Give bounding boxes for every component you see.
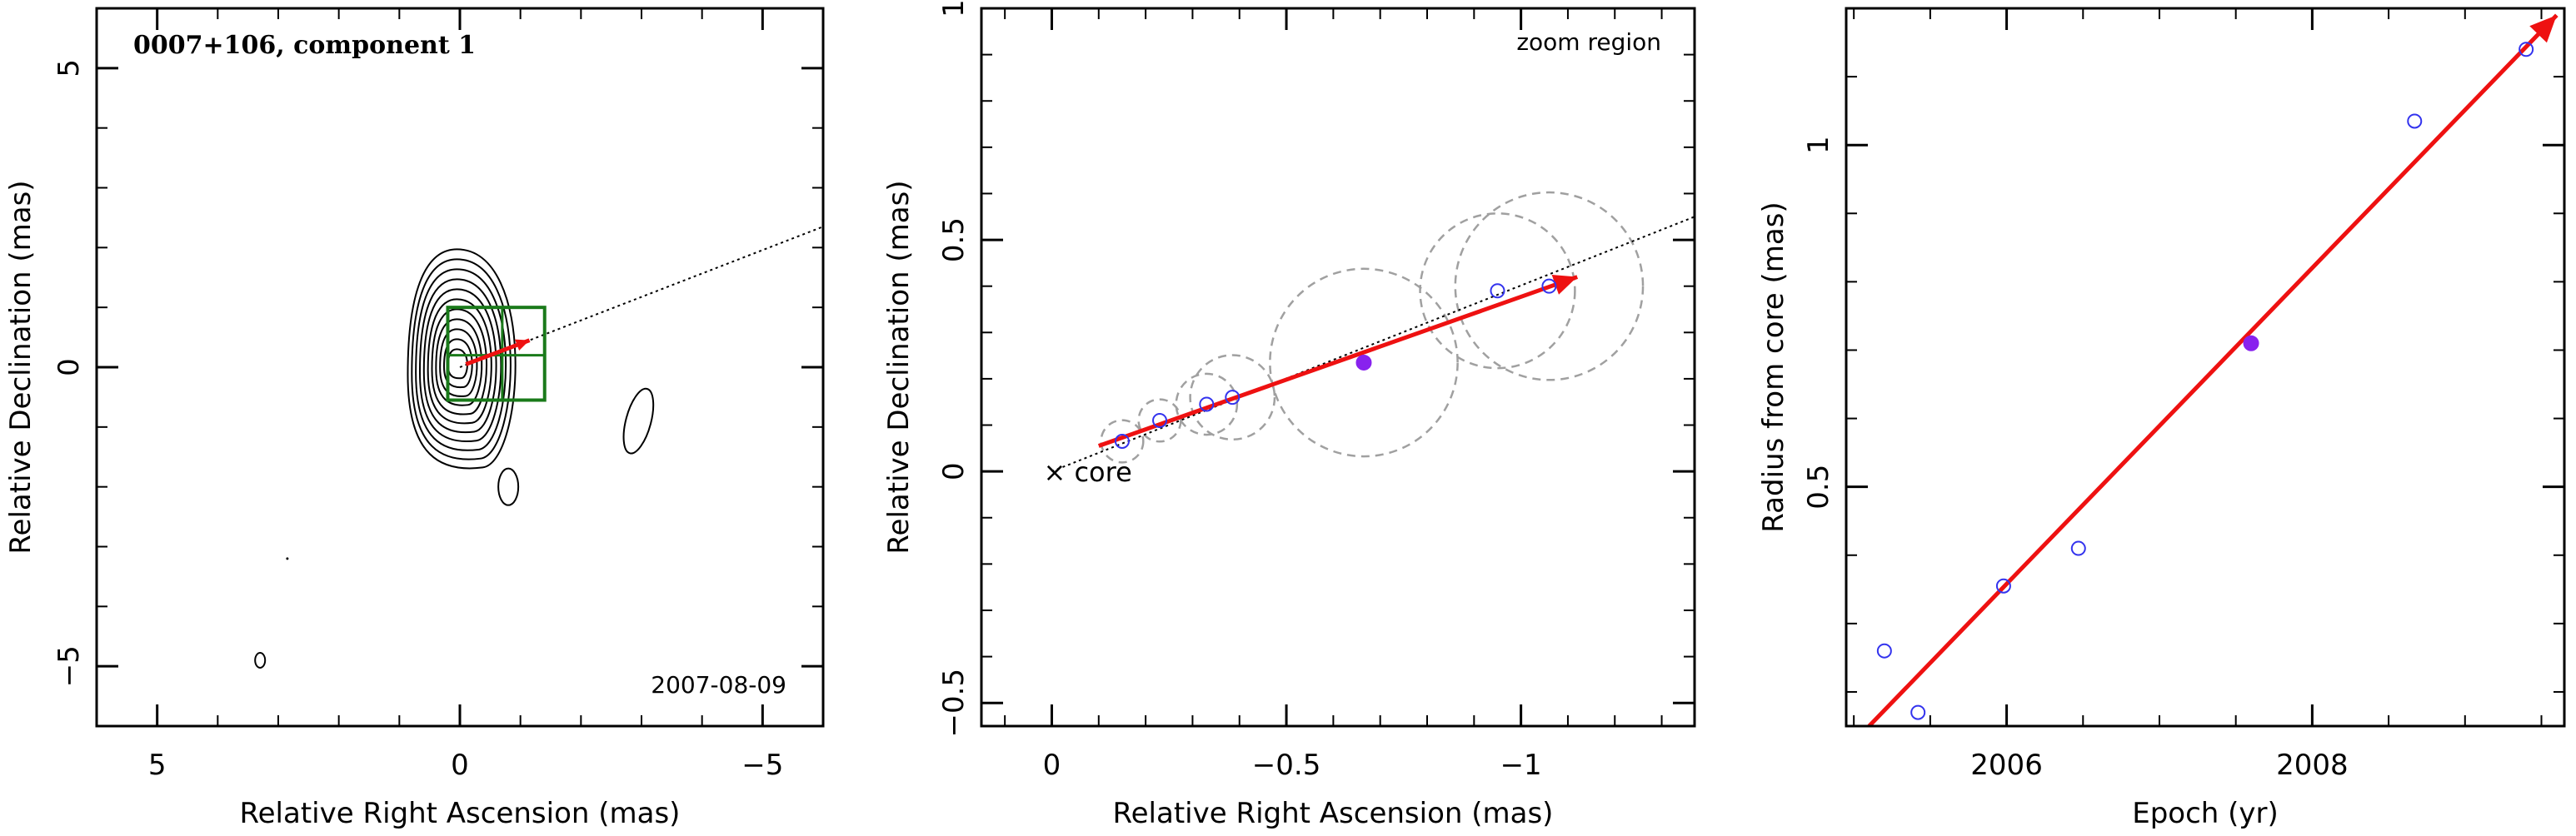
contour-blob xyxy=(497,467,520,506)
data-point xyxy=(1114,433,1130,449)
data-point xyxy=(2407,113,2423,129)
contour-map xyxy=(254,248,655,669)
data-point xyxy=(2519,42,2534,57)
data-point-filled xyxy=(1355,354,1372,371)
uncertainty-circle xyxy=(1100,419,1145,464)
zoom-content xyxy=(1051,191,1695,473)
uncertainty-circle xyxy=(1454,191,1645,381)
uncertainty-circle xyxy=(1269,267,1459,458)
x-tick-label: −5 xyxy=(741,749,783,782)
y-tick-label: 0.5 xyxy=(937,217,971,262)
y-tick-label: −0.5 xyxy=(937,669,971,738)
data-point xyxy=(1995,578,2011,594)
zoom-box xyxy=(446,306,547,402)
uncertainty-circle xyxy=(1419,212,1576,370)
zoom-annotation: zoom region xyxy=(1516,28,1661,56)
x-axis-label: Relative Right Ascension (mas) xyxy=(240,797,681,830)
trajectory-line xyxy=(1051,216,1695,473)
contour-level xyxy=(439,328,478,397)
contour-level xyxy=(427,298,492,425)
y-tick-label: 1 xyxy=(937,0,971,17)
data-point xyxy=(1199,396,1215,412)
arrow-shaft xyxy=(1097,275,1579,448)
contour-blob xyxy=(254,651,267,669)
uncertainty-circle xyxy=(1175,372,1239,436)
contour-level xyxy=(407,248,517,470)
y-axis-label: Radius from core (mas) xyxy=(1757,202,1790,532)
contour-blob xyxy=(622,387,655,455)
x-tick-label: −1 xyxy=(1500,749,1542,782)
date-annotation: 2007-08-09 xyxy=(651,671,786,699)
axis-ticks: 0 −0.5 −1 −0.5 0 0.5 1 xyxy=(937,0,1695,782)
contour-level xyxy=(422,288,497,434)
x-tick-label: 5 xyxy=(148,749,167,782)
data-point xyxy=(1541,278,1557,294)
panel-radius-vs-epoch: 2006 2008 0.5 1 Epoch (yr) Radius from core… xyxy=(1757,7,2566,830)
x-tick-label: 2006 xyxy=(1970,749,2043,782)
core-label: × core xyxy=(1043,456,1131,488)
y-tick-label: 0 xyxy=(52,358,86,376)
plot-frame xyxy=(980,7,1696,728)
axis-ticks: 2006 2008 0.5 1 xyxy=(1802,7,2564,782)
x-tick-label: −0.5 xyxy=(1252,749,1321,782)
panel-zoom-region: 0 −0.5 −1 −0.5 0 0.5 1 zoom region × core Rela… xyxy=(882,0,1696,830)
contour-level xyxy=(435,318,483,406)
axis-ticks: 5 0 −5 5 0 −5 xyxy=(52,7,824,782)
contour-dot xyxy=(286,557,289,560)
x-tick-label: 2008 xyxy=(2276,749,2349,782)
contour-level xyxy=(447,348,468,380)
data-point xyxy=(2070,540,2086,556)
data-point xyxy=(1910,704,1926,720)
uncertainty-circle xyxy=(1189,354,1276,441)
contour-level xyxy=(431,308,488,416)
y-tick-label: 5 xyxy=(52,59,86,77)
y-tick-label: 0.5 xyxy=(1802,465,1835,510)
y-tick-label: −5 xyxy=(52,645,86,687)
panel-contour-map: 5 0 −5 5 0 −5 0007+106, component 1 2007-08-0… xyxy=(4,7,825,830)
data-point xyxy=(1225,390,1241,406)
x-axis-label: Relative Right Ascension (mas) xyxy=(1113,797,1554,830)
arrow-head xyxy=(2529,15,2557,43)
chart-title: 0007+106, component 1 xyxy=(133,31,476,60)
radius-content xyxy=(1867,13,2559,726)
arrow-shaft xyxy=(1867,13,2559,726)
data-point xyxy=(1490,283,1505,299)
contour-level xyxy=(418,278,502,442)
x-axis-label: Epoch (yr) xyxy=(2132,797,2279,830)
x-tick-label: 0 xyxy=(1043,749,1061,782)
plot-frame xyxy=(1845,7,2566,728)
y-tick-label: 1 xyxy=(1802,136,1835,154)
contour-level xyxy=(411,258,512,460)
y-tick-label: 0 xyxy=(937,462,971,480)
x-tick-label: 0 xyxy=(451,749,469,782)
arrow-head xyxy=(515,339,530,351)
y-axis-label: Relative Declination (mas) xyxy=(882,180,916,554)
contour-overlay xyxy=(446,226,823,402)
arrow-head xyxy=(1551,275,1578,295)
data-point-filled xyxy=(2243,335,2259,351)
y-axis-label: Relative Declination (mas) xyxy=(4,180,37,554)
data-point xyxy=(1876,643,1892,659)
data-point xyxy=(1152,412,1167,428)
